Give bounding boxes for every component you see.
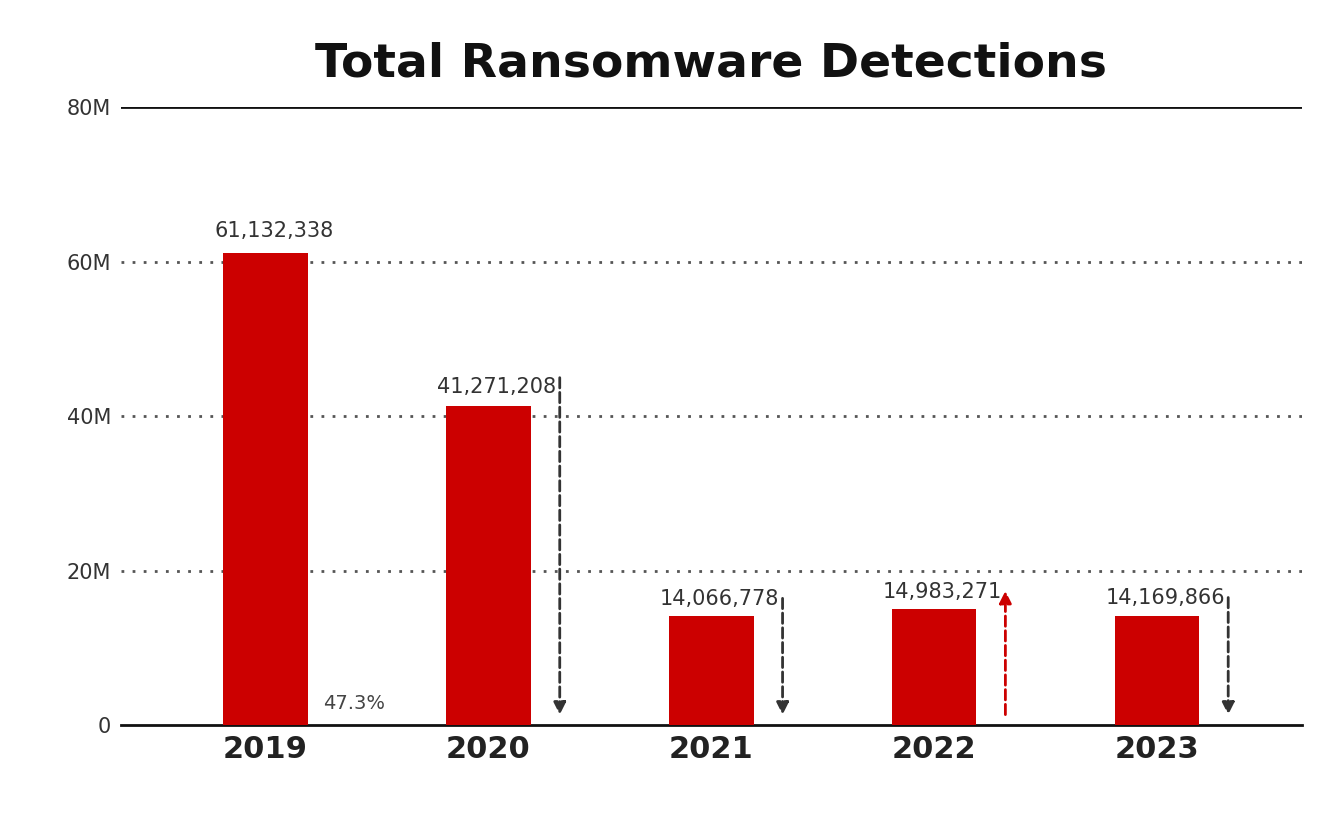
Text: 41,271,208: 41,271,208 xyxy=(437,377,557,397)
Text: 14,169,866: 14,169,866 xyxy=(1106,588,1225,608)
Bar xyxy=(891,610,977,725)
Text: 14,983,271: 14,983,271 xyxy=(883,582,1002,602)
Bar xyxy=(668,616,754,725)
Bar xyxy=(1115,616,1200,725)
Text: 14,066,778: 14,066,778 xyxy=(660,588,780,609)
Text: 47.3%: 47.3% xyxy=(323,694,385,713)
Bar xyxy=(223,253,307,725)
Title: Total Ransomware Detections: Total Ransomware Detections xyxy=(315,41,1107,87)
Text: 61,132,338: 61,132,338 xyxy=(215,222,334,241)
Bar xyxy=(446,406,531,725)
